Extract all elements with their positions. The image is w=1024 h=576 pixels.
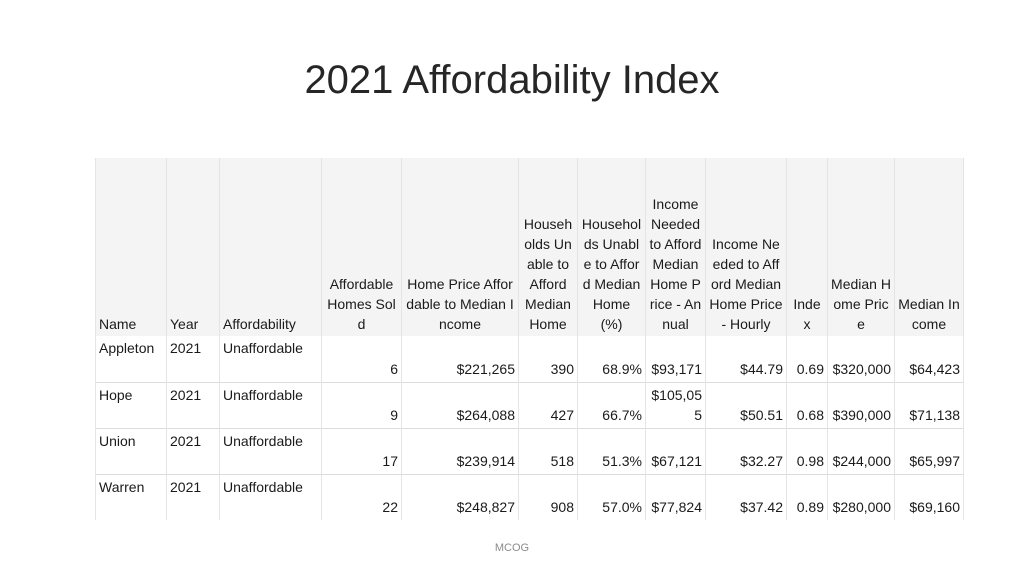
- cell-home-price-affordable: $264,088: [401, 381, 519, 428]
- cell-median-home-price: $280,000: [827, 473, 895, 520]
- cell-year: 2021: [166, 473, 220, 520]
- footer-label: MCOG: [494, 542, 530, 554]
- cell-home-price-affordable: $221,265: [401, 336, 519, 382]
- header-income-needed-hourly: Income Needed to Afford Median Home Pric…: [705, 158, 787, 336]
- table-row: Warren 2021 Unaffordable 22 $248,827 908…: [95, 473, 964, 520]
- header-year: Year: [166, 158, 220, 336]
- cell-affordable-homes-sold: 22: [321, 473, 402, 520]
- cell-name: Union: [95, 427, 167, 474]
- cell-income-needed-hourly: $44.79: [705, 336, 787, 382]
- affordability-table-container: Name Year Affordability Affordable Homes…: [95, 158, 964, 520]
- cell-home-price-affordable: $239,914: [401, 427, 519, 474]
- cell-affordability: Unaffordable: [219, 427, 322, 474]
- header-row: Name Year Affordability Affordable Homes…: [95, 158, 964, 336]
- cell-index: 0.89: [786, 473, 828, 520]
- cell-affordable-homes-sold: 9: [321, 381, 402, 428]
- slide-title: 2021 Affordability Index: [304, 58, 720, 102]
- cell-households-unable: 427: [518, 381, 578, 428]
- header-median-income: Median Income: [894, 158, 964, 336]
- cell-name: Hope: [95, 381, 167, 428]
- header-households-unable: Households Unable to Afford Median Home: [518, 158, 578, 336]
- cell-affordability: Unaffordable: [219, 381, 322, 428]
- cell-income-needed-annual: $77,824: [645, 473, 706, 520]
- header-median-home-price: Median Home Price: [827, 158, 895, 336]
- cell-households-unable-pct: 51.3%: [577, 427, 646, 474]
- cell-median-income: $69,160: [894, 473, 964, 520]
- cell-affordable-homes-sold: 6: [321, 336, 402, 382]
- cell-median-home-price: $320,000: [827, 336, 895, 382]
- cell-year: 2021: [166, 427, 220, 474]
- cell-index: 0.98: [786, 427, 828, 474]
- table-row: Hope 2021 Unaffordable 9 $264,088 427 66…: [95, 381, 964, 428]
- cell-households-unable-pct: 68.9%: [577, 336, 646, 382]
- cell-income-needed-annual: $67,121: [645, 427, 706, 474]
- cell-households-unable: 518: [518, 427, 578, 474]
- cell-median-income: $71,138: [894, 381, 964, 428]
- cell-income-needed-hourly: $32.27: [705, 427, 787, 474]
- cell-median-income: $64,423: [894, 336, 964, 382]
- cell-name: Appleton: [95, 336, 167, 382]
- header-index: Index: [786, 158, 828, 336]
- header-income-needed-annual: Income Needed to Afford Median Home Pric…: [645, 158, 706, 336]
- table-row: Union 2021 Unaffordable 17 $239,914 518 …: [95, 427, 964, 474]
- cell-affordable-homes-sold: 17: [321, 427, 402, 474]
- cell-home-price-affordable: $248,827: [401, 473, 519, 520]
- cell-index: 0.68: [786, 381, 828, 428]
- cell-income-needed-hourly: $50.51: [705, 381, 787, 428]
- cell-income-needed-hourly: $37.42: [705, 473, 787, 520]
- cell-households-unable: 390: [518, 336, 578, 382]
- cell-income-needed-annual: $105,055: [645, 381, 706, 428]
- cell-affordability: Unaffordable: [219, 473, 322, 520]
- header-households-unable-pct: Households Unable to Afford Median Home …: [577, 158, 646, 336]
- cell-income-needed-annual: $93,171: [645, 336, 706, 382]
- cell-name: Warren: [95, 473, 167, 520]
- affordability-table: Name Year Affordability Affordable Homes…: [95, 158, 964, 520]
- cell-affordability: Unaffordable: [219, 336, 322, 382]
- cell-median-income: $65,997: [894, 427, 964, 474]
- header-name: Name: [95, 158, 167, 336]
- cell-year: 2021: [166, 336, 220, 382]
- cell-year: 2021: [166, 381, 220, 428]
- cell-households-unable: 908: [518, 473, 578, 520]
- cell-median-home-price: $390,000: [827, 381, 895, 428]
- cell-households-unable-pct: 57.0%: [577, 473, 646, 520]
- cell-households-unable-pct: 66.7%: [577, 381, 646, 428]
- header-affordable-homes-sold: Affordable Homes Sold: [321, 158, 402, 336]
- cell-median-home-price: $244,000: [827, 427, 895, 474]
- header-affordability: Affordability: [219, 158, 322, 336]
- table-row: Appleton 2021 Unaffordable 6 $221,265 39…: [95, 336, 964, 382]
- cell-index: 0.69: [786, 336, 828, 382]
- header-home-price-affordable: Home Price Affordable to Median Income: [401, 158, 519, 336]
